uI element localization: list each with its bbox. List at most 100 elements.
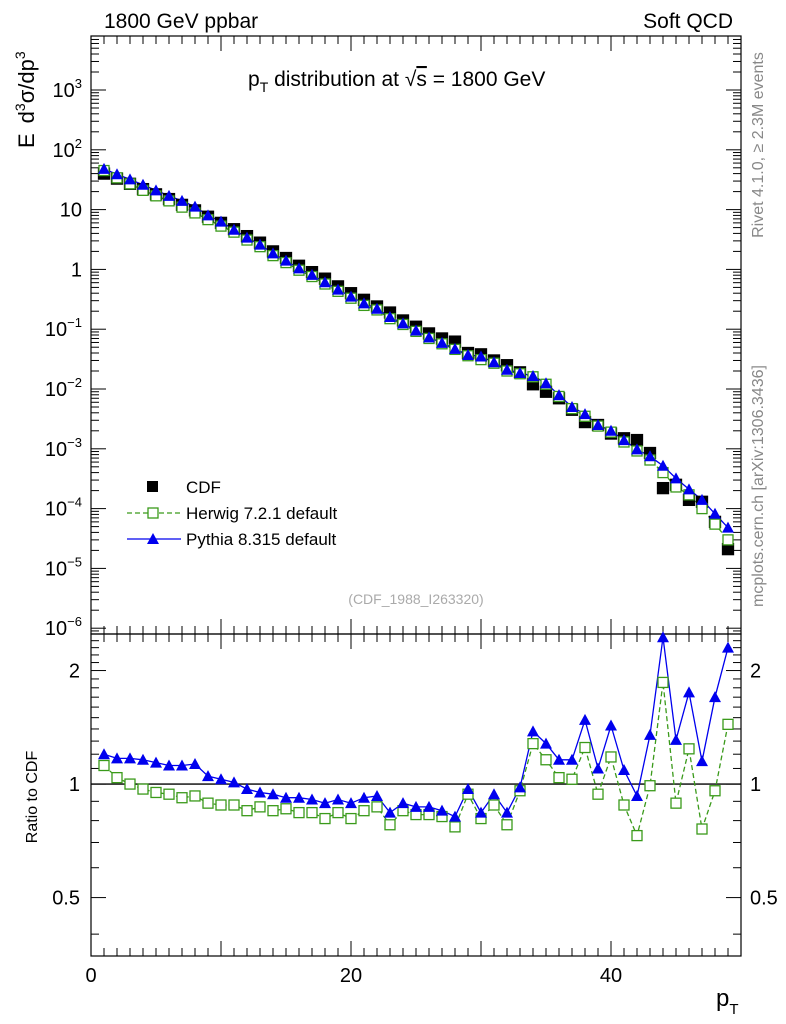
herwig-ratio-point xyxy=(670,797,682,809)
pythia-ratio-point xyxy=(228,776,240,788)
title-rest: distribution at xyxy=(268,68,405,91)
title-s: s xyxy=(416,68,427,91)
herwig-ratio-point xyxy=(644,780,656,792)
pythia-main-point xyxy=(306,268,318,280)
header-process-label: 1800 GeV ppbar xyxy=(104,10,258,33)
herwig-ratio-point xyxy=(605,751,617,763)
ratio-axis-ticks: 0 20 40 0.5 0.5 1 1 2 2 xyxy=(52,634,778,987)
ylabel-E: E xyxy=(14,133,39,148)
herwig-ratio-point xyxy=(163,788,175,800)
ratio-y-tick-label-left: 0.5 xyxy=(52,888,80,910)
tick-base: 10 xyxy=(45,379,67,401)
tick-base: 10 xyxy=(45,618,67,640)
ratio-x-tick-label: 0 xyxy=(85,965,96,987)
pythia-ratio-point xyxy=(540,737,552,749)
pythia-main-point xyxy=(514,367,526,379)
tick-base: 10 xyxy=(45,558,67,580)
header-category-label: Soft QCD xyxy=(643,10,733,33)
herwig-ratio-point xyxy=(111,771,123,784)
pythia-main-point xyxy=(124,173,136,185)
herwig-ratio-point xyxy=(696,823,708,835)
herwig-ratio-point xyxy=(254,801,266,813)
side-label-rivet: Rivet 4.1.0, ≥ 2.3M events xyxy=(750,52,767,238)
herwig-ratio-point xyxy=(449,821,461,833)
pythia-ratio-point xyxy=(306,793,318,805)
pythia-ratio-point xyxy=(527,725,539,737)
pythia-ratio-point xyxy=(644,728,656,740)
pythia-main-point xyxy=(696,493,708,505)
herwig-ratio-point xyxy=(384,819,396,831)
herwig-ratio-point xyxy=(488,799,500,811)
ylabel-sup3b: 3 xyxy=(12,51,28,59)
herwig-ratio-point xyxy=(267,805,279,817)
main-y-tick-label: 10 xyxy=(60,200,82,222)
pythia-ratio-point xyxy=(605,719,617,731)
pythia-ratio-point xyxy=(488,788,500,800)
pythia-ratio-point xyxy=(579,713,591,725)
pythia-main-point xyxy=(280,254,292,266)
herwig-ratio-point xyxy=(98,759,110,772)
pythia-main-point xyxy=(592,419,604,431)
herwig-ratio-point xyxy=(566,773,578,785)
pythia-ratio-point xyxy=(267,788,279,800)
tick-base: 10 xyxy=(53,80,75,102)
pythia-ratio-point xyxy=(345,797,357,809)
pythia-ratio-point xyxy=(683,686,695,698)
herwig-ratio-point xyxy=(332,806,344,819)
ratio-series-layer xyxy=(98,631,734,842)
herwig-ratio-point xyxy=(202,797,214,809)
pythia-ratio-point xyxy=(501,806,513,818)
pythia-main-point xyxy=(462,349,474,361)
ratio-y-tick-label-left: 2 xyxy=(69,661,80,683)
pythia-ratio-point xyxy=(566,753,578,765)
pythia-ratio-point xyxy=(111,752,123,764)
tick-exp: −3 xyxy=(67,435,82,450)
pythia-main-point xyxy=(163,189,175,201)
pythia-main-point xyxy=(241,231,253,243)
pythia-ratio-point xyxy=(98,748,110,760)
pythia-main-point xyxy=(579,408,591,420)
pythia-ratio-point xyxy=(150,756,162,768)
herwig-ratio-point xyxy=(540,754,552,766)
pythia-ratio-point xyxy=(475,806,487,818)
herwig-ratio-point xyxy=(137,783,149,795)
herwig-ratio-point xyxy=(371,801,383,813)
herwig-ratio-point xyxy=(722,718,734,730)
herwig-ratio-point xyxy=(241,805,253,817)
tick-base: 10 xyxy=(53,140,75,162)
pythia-main-point xyxy=(631,443,643,455)
pythia-main-point xyxy=(189,200,201,212)
pythia-main-point xyxy=(215,215,227,227)
pythia-ratio-point xyxy=(241,783,253,795)
herwig-ratio-point xyxy=(553,771,565,784)
tick-exp: −6 xyxy=(67,614,82,629)
herwig-ratio-point xyxy=(124,778,136,790)
tick-exp: 3 xyxy=(75,76,82,91)
herwig-ratio-point xyxy=(176,792,188,804)
pythia-main-point xyxy=(722,521,734,533)
herwig-ratio-point xyxy=(657,676,669,689)
ylabel-sigma: σ/dp xyxy=(14,59,39,103)
pythia-main-point xyxy=(254,238,266,250)
pythia-ratio-point xyxy=(358,791,370,803)
legend-cdf-label: CDF xyxy=(186,478,221,497)
pythia-main-point xyxy=(384,310,396,322)
pythia-ratio-point xyxy=(202,770,214,782)
title-eq: = 1800 GeV xyxy=(427,68,546,91)
herwig-ratio-point xyxy=(319,812,331,825)
legend: CDF Herwig 7.2.1 default Pythia 8.315 de… xyxy=(127,478,337,549)
pythia-ratio-point xyxy=(592,762,604,774)
tick-exp: −5 xyxy=(67,554,82,569)
pythia-ratio-point xyxy=(722,641,734,653)
legend-pythia-marker xyxy=(147,533,159,544)
pythia-ratio-point xyxy=(176,759,188,771)
pythia-main-point xyxy=(176,194,188,206)
pythia-main-point xyxy=(332,283,344,295)
pythia-main-point xyxy=(605,424,617,436)
ratio-y-tick-label-right: 1 xyxy=(750,774,761,796)
legend-herwig-marker xyxy=(147,507,159,519)
pythia-main-point xyxy=(228,223,240,235)
pythia-ratio-point xyxy=(293,791,305,803)
